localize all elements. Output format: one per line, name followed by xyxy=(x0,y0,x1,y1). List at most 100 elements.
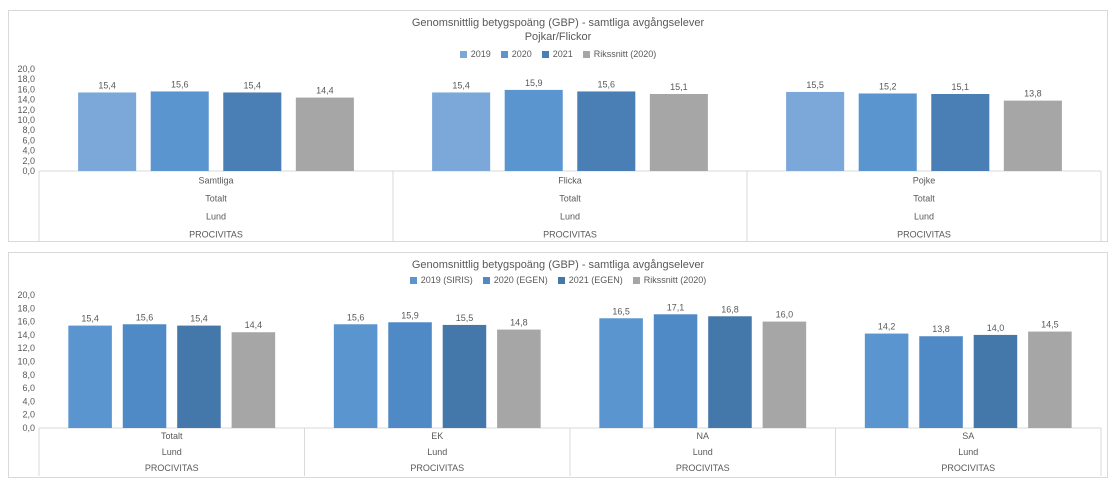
data-label: 14,5 xyxy=(1041,320,1059,330)
data-label: 15,5 xyxy=(806,80,824,90)
x-category-label: Totalt xyxy=(161,431,183,441)
data-label: 14,4 xyxy=(316,86,334,96)
y-tick-label: 8,0 xyxy=(22,370,35,380)
x-category-label: EK xyxy=(431,431,443,441)
data-label: 14,0 xyxy=(987,323,1005,333)
x-category-label: Pojke xyxy=(913,176,936,186)
data-label: 14,4 xyxy=(245,320,263,330)
bar xyxy=(1028,331,1072,428)
y-tick-label: 4,0 xyxy=(22,146,35,156)
legend-label: 2021 (EGEN) xyxy=(568,275,623,285)
legend-item-rikssnitt: Rikssnitt (2020) xyxy=(632,275,706,285)
bar xyxy=(1003,100,1062,171)
bar xyxy=(442,324,487,428)
legend-item-2019-siris: 2019 (SIRIS) xyxy=(409,275,473,285)
bar xyxy=(858,93,917,171)
x-category-label: PROCIVITAS xyxy=(941,463,995,473)
data-label: 15,4 xyxy=(244,80,262,90)
x-category-label: PROCIVITAS xyxy=(897,230,951,240)
x-category-label: Flicka xyxy=(558,176,582,186)
bar xyxy=(708,316,752,428)
bar xyxy=(577,91,636,171)
bar xyxy=(78,92,137,171)
bar xyxy=(919,336,963,428)
data-label: 15,4 xyxy=(452,80,470,90)
x-category-label: SA xyxy=(962,431,974,441)
chart-panel-gender: Genomsnittlig betygspoäng (GBP) - samtli… xyxy=(8,10,1108,242)
data-label: 14,2 xyxy=(878,322,896,332)
y-tick-label: 20,0 xyxy=(17,290,35,300)
legend-swatch xyxy=(500,50,508,58)
bar xyxy=(649,93,708,171)
y-tick-label: 14,0 xyxy=(17,95,35,105)
y-tick-label: 16,0 xyxy=(17,84,35,94)
legend-swatch xyxy=(409,276,417,284)
x-category-label: PROCIVITAS xyxy=(543,230,597,240)
data-label: 15,1 xyxy=(952,82,970,92)
x-category-label: Lund xyxy=(914,212,934,222)
legend-swatch xyxy=(482,276,490,284)
y-tick-label: 10,0 xyxy=(17,115,35,125)
data-label: 15,4 xyxy=(81,314,99,324)
x-category-label: Samtliga xyxy=(198,176,233,186)
y-tick-label: 6,0 xyxy=(22,135,35,145)
x-category-label: Lund xyxy=(693,447,713,457)
data-label: 16,8 xyxy=(721,304,739,314)
x-category-label: Totalt xyxy=(559,194,581,204)
bar xyxy=(231,332,276,428)
legend-item-2021: 2021 xyxy=(541,49,573,59)
x-category-label: Lund xyxy=(206,212,226,222)
bar xyxy=(150,91,209,171)
bar xyxy=(122,324,167,428)
x-category-label: PROCIVITAS xyxy=(189,230,243,240)
y-tick-label: 18,0 xyxy=(17,303,35,313)
x-category-label: PROCIVITAS xyxy=(676,463,730,473)
bar xyxy=(864,333,909,428)
y-tick-label: 12,0 xyxy=(17,105,35,115)
legend-swatch xyxy=(459,50,467,58)
bar xyxy=(762,321,807,428)
legend-item-2021-egen: 2021 (EGEN) xyxy=(557,275,623,285)
bar xyxy=(786,91,845,171)
x-category-label: Lund xyxy=(958,447,978,457)
data-label: 15,9 xyxy=(525,78,543,88)
bar xyxy=(599,318,643,428)
bar xyxy=(504,89,563,171)
y-tick-label: 20,0 xyxy=(17,64,35,74)
data-label: 15,6 xyxy=(598,79,616,89)
bar xyxy=(973,334,1018,428)
chart-legend: 2019 2020 2021 Rikssnitt (2020) xyxy=(9,49,1107,59)
y-tick-label: 4,0 xyxy=(22,396,35,406)
data-label: 15,1 xyxy=(670,82,688,92)
x-category-label: Totalt xyxy=(205,194,227,204)
data-label: 13,8 xyxy=(932,324,950,334)
legend-label: 2021 xyxy=(552,49,573,59)
x-category-label: NA xyxy=(696,431,709,441)
legend-item-2020: 2020 xyxy=(500,49,532,59)
y-tick-label: 14,0 xyxy=(17,330,35,340)
y-tick-label: 18,0 xyxy=(17,74,35,84)
data-label: 15,5 xyxy=(456,313,474,323)
y-tick-label: 12,0 xyxy=(17,343,35,353)
x-category-label: Lund xyxy=(427,447,447,457)
legend-label: 2020 xyxy=(511,49,532,59)
bar xyxy=(68,325,112,428)
y-tick-label: 10,0 xyxy=(17,357,35,367)
x-category-label: Totalt xyxy=(913,194,935,204)
bar xyxy=(388,322,432,428)
legend-label: 2019 (SIRIS) xyxy=(420,275,473,285)
data-label: 15,4 xyxy=(190,314,208,324)
chart-legend: 2019 (SIRIS) 2020 (EGEN) 2021 (EGEN) Rik… xyxy=(9,275,1107,285)
legend-label: 2019 xyxy=(470,49,491,59)
bar xyxy=(177,325,221,428)
y-tick-label: 2,0 xyxy=(22,410,35,420)
data-label: 15,6 xyxy=(347,312,365,322)
y-tick-label: 6,0 xyxy=(22,383,35,393)
legend-swatch xyxy=(632,276,640,284)
y-tick-label: 0,0 xyxy=(22,166,35,176)
bar xyxy=(653,314,698,428)
data-label: 15,2 xyxy=(879,81,897,91)
bar-chart-program: 20,0 18,0 16,0 14,0 12,0 10,0 8,0 6,0 4,0 2,0 0,0 1… xyxy=(17,290,1102,476)
data-label: 15,6 xyxy=(171,79,189,89)
bar xyxy=(497,329,541,428)
